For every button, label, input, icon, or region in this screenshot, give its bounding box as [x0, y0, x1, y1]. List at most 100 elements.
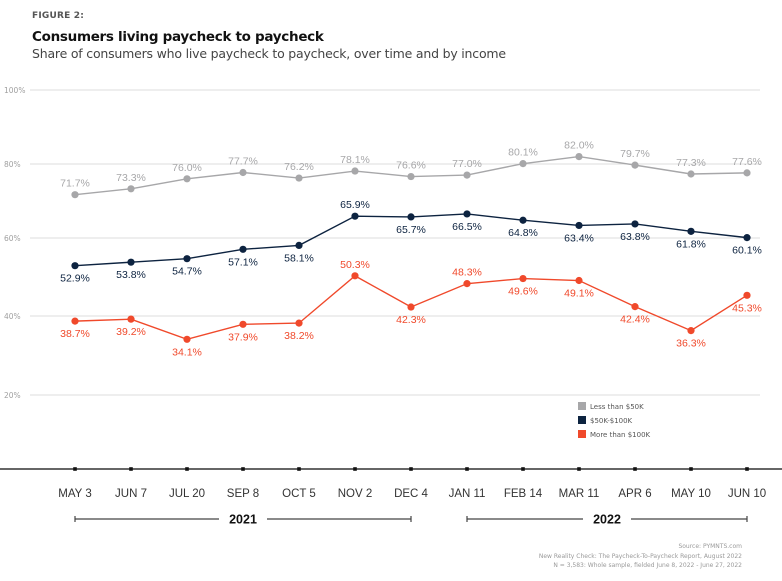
legend-label-2: More than $100K [590, 431, 651, 439]
data-label: 65.7% [396, 224, 426, 236]
chart-subtitle: Share of consumers who live paycheck to … [32, 46, 506, 61]
x-axis-tick [129, 467, 133, 471]
data-point [519, 216, 527, 224]
data-label: 49.6% [508, 286, 538, 298]
x-axis-tick [577, 467, 581, 471]
data-label: 66.5% [452, 221, 482, 233]
legend-label-0: Less than $50K [590, 403, 644, 411]
data-label: 82.0% [564, 140, 594, 152]
data-point [295, 174, 303, 182]
data-label: 52.9% [60, 273, 90, 285]
data-label: 57.1% [228, 256, 258, 268]
data-label: 42.4% [620, 314, 650, 326]
source-line-1: Source: PYMNTS.com [678, 543, 742, 550]
data-label: 73.3% [116, 172, 146, 184]
data-point [631, 220, 639, 228]
data-point [183, 255, 191, 263]
source-line-3: N = 3,583: Whole sample, fielded June 8,… [553, 562, 742, 569]
x-axis-tick [185, 467, 189, 471]
data-label: 63.8% [620, 231, 650, 243]
data-point [239, 245, 247, 253]
data-label: 34.1% [172, 346, 202, 358]
x-axis-tick [689, 467, 693, 471]
x-tick-label: JAN 11 [449, 488, 486, 500]
x-axis-tick [353, 467, 357, 471]
data-point [407, 213, 415, 221]
data-point [687, 327, 695, 335]
data-label: 77.3% [676, 157, 706, 169]
x-tick-label: MAR 11 [559, 488, 600, 500]
data-label: 64.8% [508, 227, 538, 239]
data-label: 54.7% [172, 266, 202, 278]
data-point [295, 241, 303, 250]
figure-label: FIGURE 2: [32, 11, 85, 21]
data-label: 80.1% [508, 147, 538, 159]
data-label: 42.3% [396, 314, 426, 326]
data-point [631, 161, 639, 169]
data-point [239, 168, 247, 177]
data-point [71, 191, 79, 199]
data-point [631, 303, 639, 311]
x-axis-tick [297, 467, 301, 471]
x-tick-label: SEP 8 [227, 488, 259, 500]
x-tick-label: DEC 4 [394, 488, 428, 500]
x-axis-tick [241, 467, 245, 471]
x-axis-tick [465, 467, 469, 471]
data-point [295, 319, 303, 327]
x-axis-tick [409, 467, 413, 471]
year-label-2022: 2022 [593, 513, 621, 527]
data-point [407, 172, 415, 181]
data-label: 60.1% [732, 245, 762, 257]
data-point [743, 234, 751, 242]
x-tick-label: JUL 20 [169, 488, 205, 500]
data-point [351, 272, 359, 280]
data-point [127, 258, 135, 266]
legend-swatch-2 [578, 430, 586, 438]
legend-swatch-1 [578, 416, 586, 424]
data-label: 78.1% [340, 154, 370, 166]
data-label: 39.2% [116, 326, 146, 338]
data-point [127, 315, 135, 323]
data-label: 36.3% [676, 338, 706, 350]
data-point [351, 167, 359, 175]
x-axis-tick [73, 467, 77, 471]
data-point [127, 185, 135, 193]
data-label: 77.0% [452, 158, 482, 170]
data-point [351, 212, 359, 220]
data-label: 53.8% [116, 269, 146, 281]
data-point [407, 303, 415, 311]
x-axis-tick [521, 467, 525, 471]
data-point [519, 274, 527, 283]
data-point [239, 320, 247, 328]
data-label: 79.7% [620, 148, 650, 160]
y-tick-label: 20% [4, 391, 21, 400]
data-label: 61.8% [676, 238, 706, 250]
y-tick-label: 100% [4, 86, 25, 95]
data-point [71, 262, 79, 270]
data-label: 76.0% [172, 162, 202, 174]
data-label: 50.3% [340, 259, 370, 271]
data-point [743, 291, 751, 299]
data-point [463, 171, 471, 179]
data-point [687, 227, 695, 235]
y-tick-label: 80% [4, 160, 21, 169]
data-label: 49.1% [564, 288, 594, 300]
x-tick-label: MAY 10 [671, 488, 711, 500]
legend-swatch-0 [578, 402, 586, 410]
data-label: 58.1% [284, 252, 314, 264]
data-label: 77.7% [228, 156, 258, 168]
x-tick-label: JUN 10 [728, 488, 766, 500]
legend-label-1: $50K-$100K [590, 417, 633, 425]
data-label: 76.2% [284, 161, 314, 173]
data-point [463, 210, 471, 218]
x-axis-tick [745, 467, 749, 471]
x-tick-label: OCT 5 [282, 488, 316, 500]
data-point [183, 175, 191, 183]
x-tick-label: APR 6 [618, 488, 651, 500]
data-label: 77.6% [732, 156, 762, 168]
data-point [463, 280, 471, 288]
data-label: 76.6% [396, 160, 426, 172]
x-axis-tick [633, 467, 637, 471]
data-point [519, 160, 527, 168]
